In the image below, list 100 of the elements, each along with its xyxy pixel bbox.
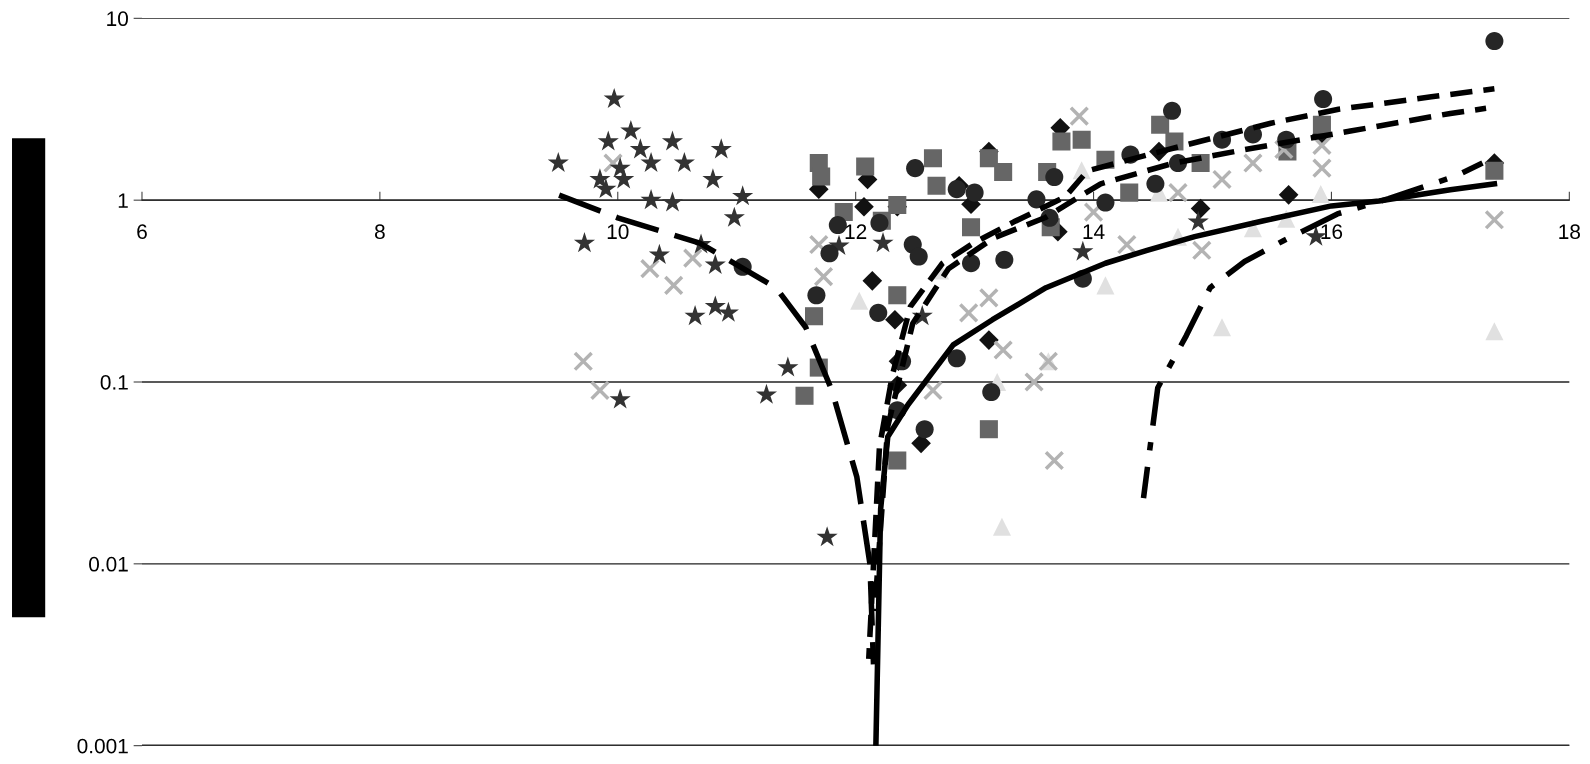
point [1069, 106, 1090, 127]
point [1024, 371, 1045, 393]
point [888, 286, 907, 305]
point [704, 253, 726, 274]
point [856, 157, 875, 176]
x-tick-label: 14 [1083, 224, 1105, 239]
point [1167, 182, 1189, 203]
point [573, 351, 594, 372]
point [993, 339, 1014, 361]
point [613, 168, 635, 189]
point [1044, 450, 1065, 471]
point [723, 206, 745, 227]
point [828, 215, 847, 235]
point [906, 159, 925, 178]
point [862, 271, 883, 291]
point [1027, 190, 1046, 209]
point [807, 286, 826, 305]
point [589, 380, 610, 401]
point [962, 254, 981, 273]
point [661, 130, 684, 151]
y-tick-label: 0.01 [89, 556, 128, 572]
point [595, 178, 617, 199]
point [620, 119, 642, 141]
point [947, 180, 966, 199]
point [640, 151, 662, 173]
point [547, 151, 569, 173]
y-tick-label: 0.001 [77, 738, 128, 754]
point [915, 420, 934, 439]
point [965, 183, 984, 202]
point [1485, 32, 1504, 51]
point [854, 196, 874, 217]
point [1052, 132, 1071, 151]
x-tick-label: 10 [607, 224, 629, 240]
point [995, 250, 1014, 269]
point [1163, 101, 1182, 120]
point [1311, 158, 1332, 179]
x-tick-label: 16 [1321, 224, 1343, 240]
point [1191, 240, 1212, 261]
point [1187, 210, 1209, 231]
point [1045, 168, 1064, 187]
point [639, 258, 660, 279]
point [958, 302, 979, 323]
point [795, 386, 814, 405]
y-tick-label: 0.1 [100, 375, 128, 390]
point [682, 248, 703, 269]
point [888, 451, 907, 470]
point [1120, 183, 1139, 202]
point [1116, 234, 1137, 255]
point [603, 87, 625, 108]
point [947, 349, 966, 368]
point [1083, 202, 1104, 223]
point [717, 301, 739, 322]
point [663, 275, 684, 296]
y-tick-label: 10 [107, 11, 128, 27]
point [684, 305, 706, 326]
point [1242, 152, 1264, 174]
y-tick-label: 1 [118, 193, 128, 208]
point [1072, 130, 1091, 149]
point [661, 191, 684, 212]
point [602, 152, 624, 174]
point [1314, 89, 1333, 109]
point [710, 138, 732, 159]
point [911, 433, 931, 454]
point [755, 383, 778, 404]
point [885, 309, 905, 330]
point [812, 167, 831, 186]
point [872, 232, 894, 253]
point [923, 149, 942, 168]
point [777, 356, 799, 377]
point [609, 388, 631, 409]
point [927, 176, 946, 195]
point [732, 185, 754, 206]
point [1151, 115, 1170, 134]
point [820, 244, 839, 263]
point [1484, 209, 1505, 230]
point [813, 266, 834, 287]
point [979, 420, 998, 439]
point [1211, 169, 1233, 190]
point [589, 168, 611, 189]
point [808, 234, 829, 255]
x-tick-label: 8 [374, 224, 385, 240]
point [816, 526, 838, 547]
point [1096, 276, 1115, 295]
point [982, 383, 1001, 402]
point [869, 303, 888, 322]
point [1146, 174, 1165, 193]
point [979, 149, 998, 168]
point [1312, 115, 1331, 134]
point [1190, 198, 1211, 219]
point [979, 330, 999, 350]
point [1072, 240, 1094, 261]
point [1096, 193, 1115, 212]
point [1278, 185, 1299, 205]
point [597, 130, 619, 151]
point [704, 295, 726, 316]
point [640, 189, 662, 210]
point [1212, 318, 1232, 337]
point [962, 218, 981, 237]
point [1485, 161, 1504, 180]
point [978, 287, 999, 308]
